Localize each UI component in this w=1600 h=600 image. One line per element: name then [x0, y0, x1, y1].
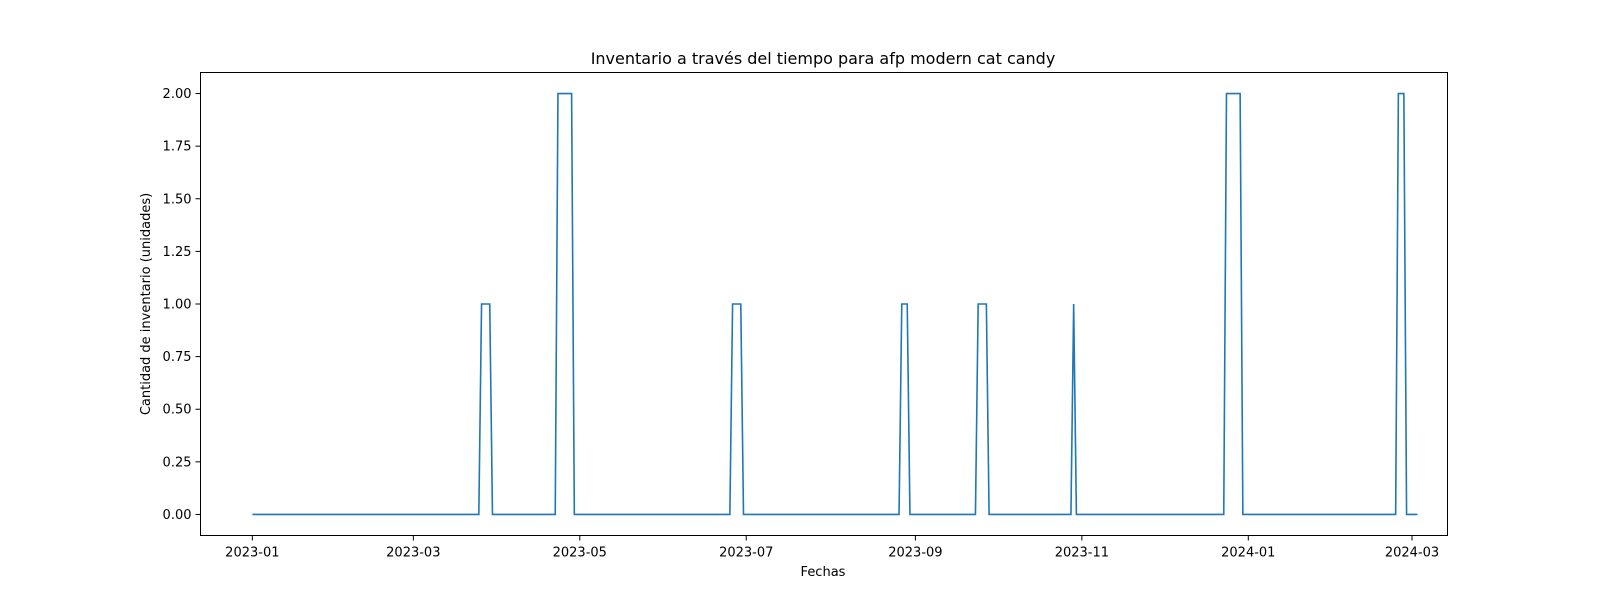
- y-tick-label: 1.75: [163, 140, 192, 155]
- y-tick-label: 2.00: [163, 87, 192, 102]
- y-tick-label: 1.50: [163, 192, 192, 207]
- plot-area: [252, 92, 1418, 516]
- y-tick-label: 1.25: [163, 245, 192, 260]
- y-tick-label: 0.00: [163, 508, 192, 523]
- x-tick-label: 2023-03: [386, 546, 440, 561]
- x-axis-label: Fechas: [801, 565, 846, 580]
- x-tick-label: 2023-09: [888, 546, 942, 561]
- y-tick-label: 0.25: [163, 455, 192, 470]
- chart-title: Inventario a través del tiempo para afp …: [591, 49, 1056, 68]
- x-tick-label: 2023-11: [1055, 546, 1109, 561]
- y-tick-label: 0.75: [163, 350, 192, 365]
- y-axis: 0.00 0.25 0.50 0.75 1.00 1.25 1.50 1.75 2.00: [163, 87, 201, 523]
- plot-frame: [200, 72, 1448, 536]
- x-tick-label: 2023-05: [553, 546, 607, 561]
- y-axis-label: Cantidad de inventario (unidades): [139, 193, 154, 415]
- y-tick-label: 1.00: [163, 298, 192, 313]
- x-tick-label: 2024-03: [1385, 546, 1439, 561]
- y-tick-label: 0.50: [163, 403, 192, 418]
- x-tick-label: 2024-01: [1221, 546, 1275, 561]
- x-axis: 2023-01 2023-03 2023-05 2023-07 2023-09 2023-…: [225, 535, 1439, 561]
- x-tick-label: 2023-01: [225, 546, 279, 561]
- x-tick-label: 2023-07: [719, 546, 773, 561]
- series-line-0: [252, 92, 1418, 516]
